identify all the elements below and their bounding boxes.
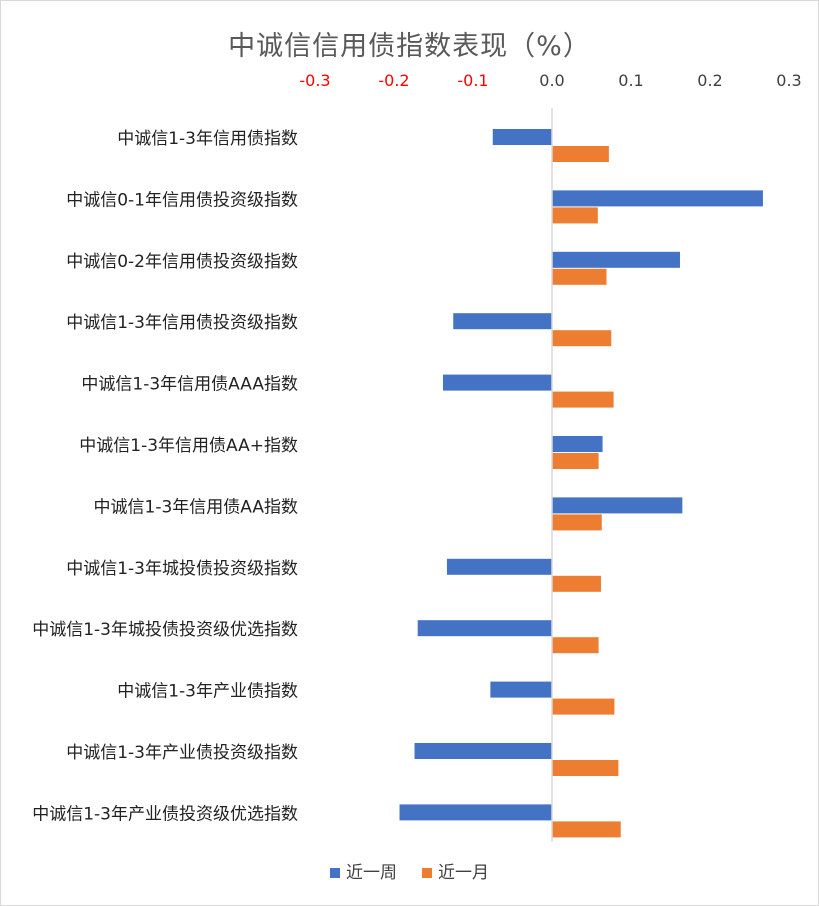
bar-month	[552, 637, 599, 654]
bar-month	[552, 453, 599, 469]
chart-title: 中诚信信用债指数表现（%）	[228, 31, 591, 62]
bar-week	[490, 681, 552, 698]
category-label: 中诚信1-3年城投债投资级优选指数	[32, 620, 298, 640]
legend-swatch	[330, 868, 340, 878]
bar-week	[417, 620, 552, 637]
bar-month	[552, 268, 607, 285]
category-label: 中诚信1-3年城投债投资级指数	[66, 559, 298, 579]
bar-week	[399, 804, 552, 821]
category-label: 中诚信1-3年信用债指数	[117, 129, 298, 149]
bar-month	[552, 391, 614, 408]
bar-week	[552, 190, 763, 207]
bar-week	[552, 251, 680, 268]
category-label: 中诚信0-1年信用债投资级指数	[66, 190, 298, 210]
x-tick-label: -0.3	[299, 71, 330, 90]
bar-month	[552, 207, 598, 224]
legend-swatch	[422, 868, 432, 878]
bar-month	[552, 821, 621, 838]
category-label: 中诚信1-3年信用债AAA指数	[81, 375, 298, 395]
category-label: 中诚信1-3年产业债投资级优选指数	[32, 804, 298, 824]
category-labels: 中诚信1-3年信用债指数中诚信0-1年信用债投资级指数中诚信0-2年信用债投资级…	[32, 129, 298, 824]
legend: 近一周 近一月	[330, 863, 489, 883]
x-tick-label: -0.2	[378, 71, 409, 90]
bar-week	[453, 313, 552, 330]
bar-month	[552, 146, 609, 162]
bar-month	[552, 514, 602, 531]
bars	[399, 129, 763, 838]
x-tick-label: 0.2	[697, 71, 722, 90]
legend-label: 近一月	[438, 863, 489, 883]
bar-month	[552, 760, 619, 776]
x-axis-ticks: -0.3 -0.2 -0.1 0.0 0.1 0.2 0.3	[299, 71, 801, 90]
bar-week	[552, 436, 603, 452]
x-tick-label: 0.0	[539, 71, 564, 90]
x-tick-label: -0.1	[457, 71, 488, 90]
x-tick-label: 0.3	[776, 71, 801, 90]
bar-month	[552, 330, 612, 347]
legend-label: 近一周	[346, 863, 397, 883]
category-label: 中诚信1-3年产业债投资级指数	[66, 743, 298, 763]
category-label: 中诚信1-3年信用债投资级指数	[66, 313, 298, 333]
category-label: 中诚信1-3年信用债AA+指数	[79, 436, 298, 456]
x-tick-label: 0.1	[618, 71, 643, 90]
bar-week	[442, 374, 552, 391]
bar-week	[446, 558, 552, 575]
category-label: 中诚信0-2年信用债投资级指数	[66, 252, 298, 272]
bar-week	[552, 497, 683, 514]
category-label: 中诚信1-3年信用债AA指数	[94, 497, 299, 517]
bar-month	[552, 698, 615, 715]
category-label: 中诚信1-3年产业债指数	[117, 682, 298, 702]
bar-week	[414, 743, 552, 759]
bar-month	[552, 575, 601, 592]
bar-week	[492, 129, 552, 145]
